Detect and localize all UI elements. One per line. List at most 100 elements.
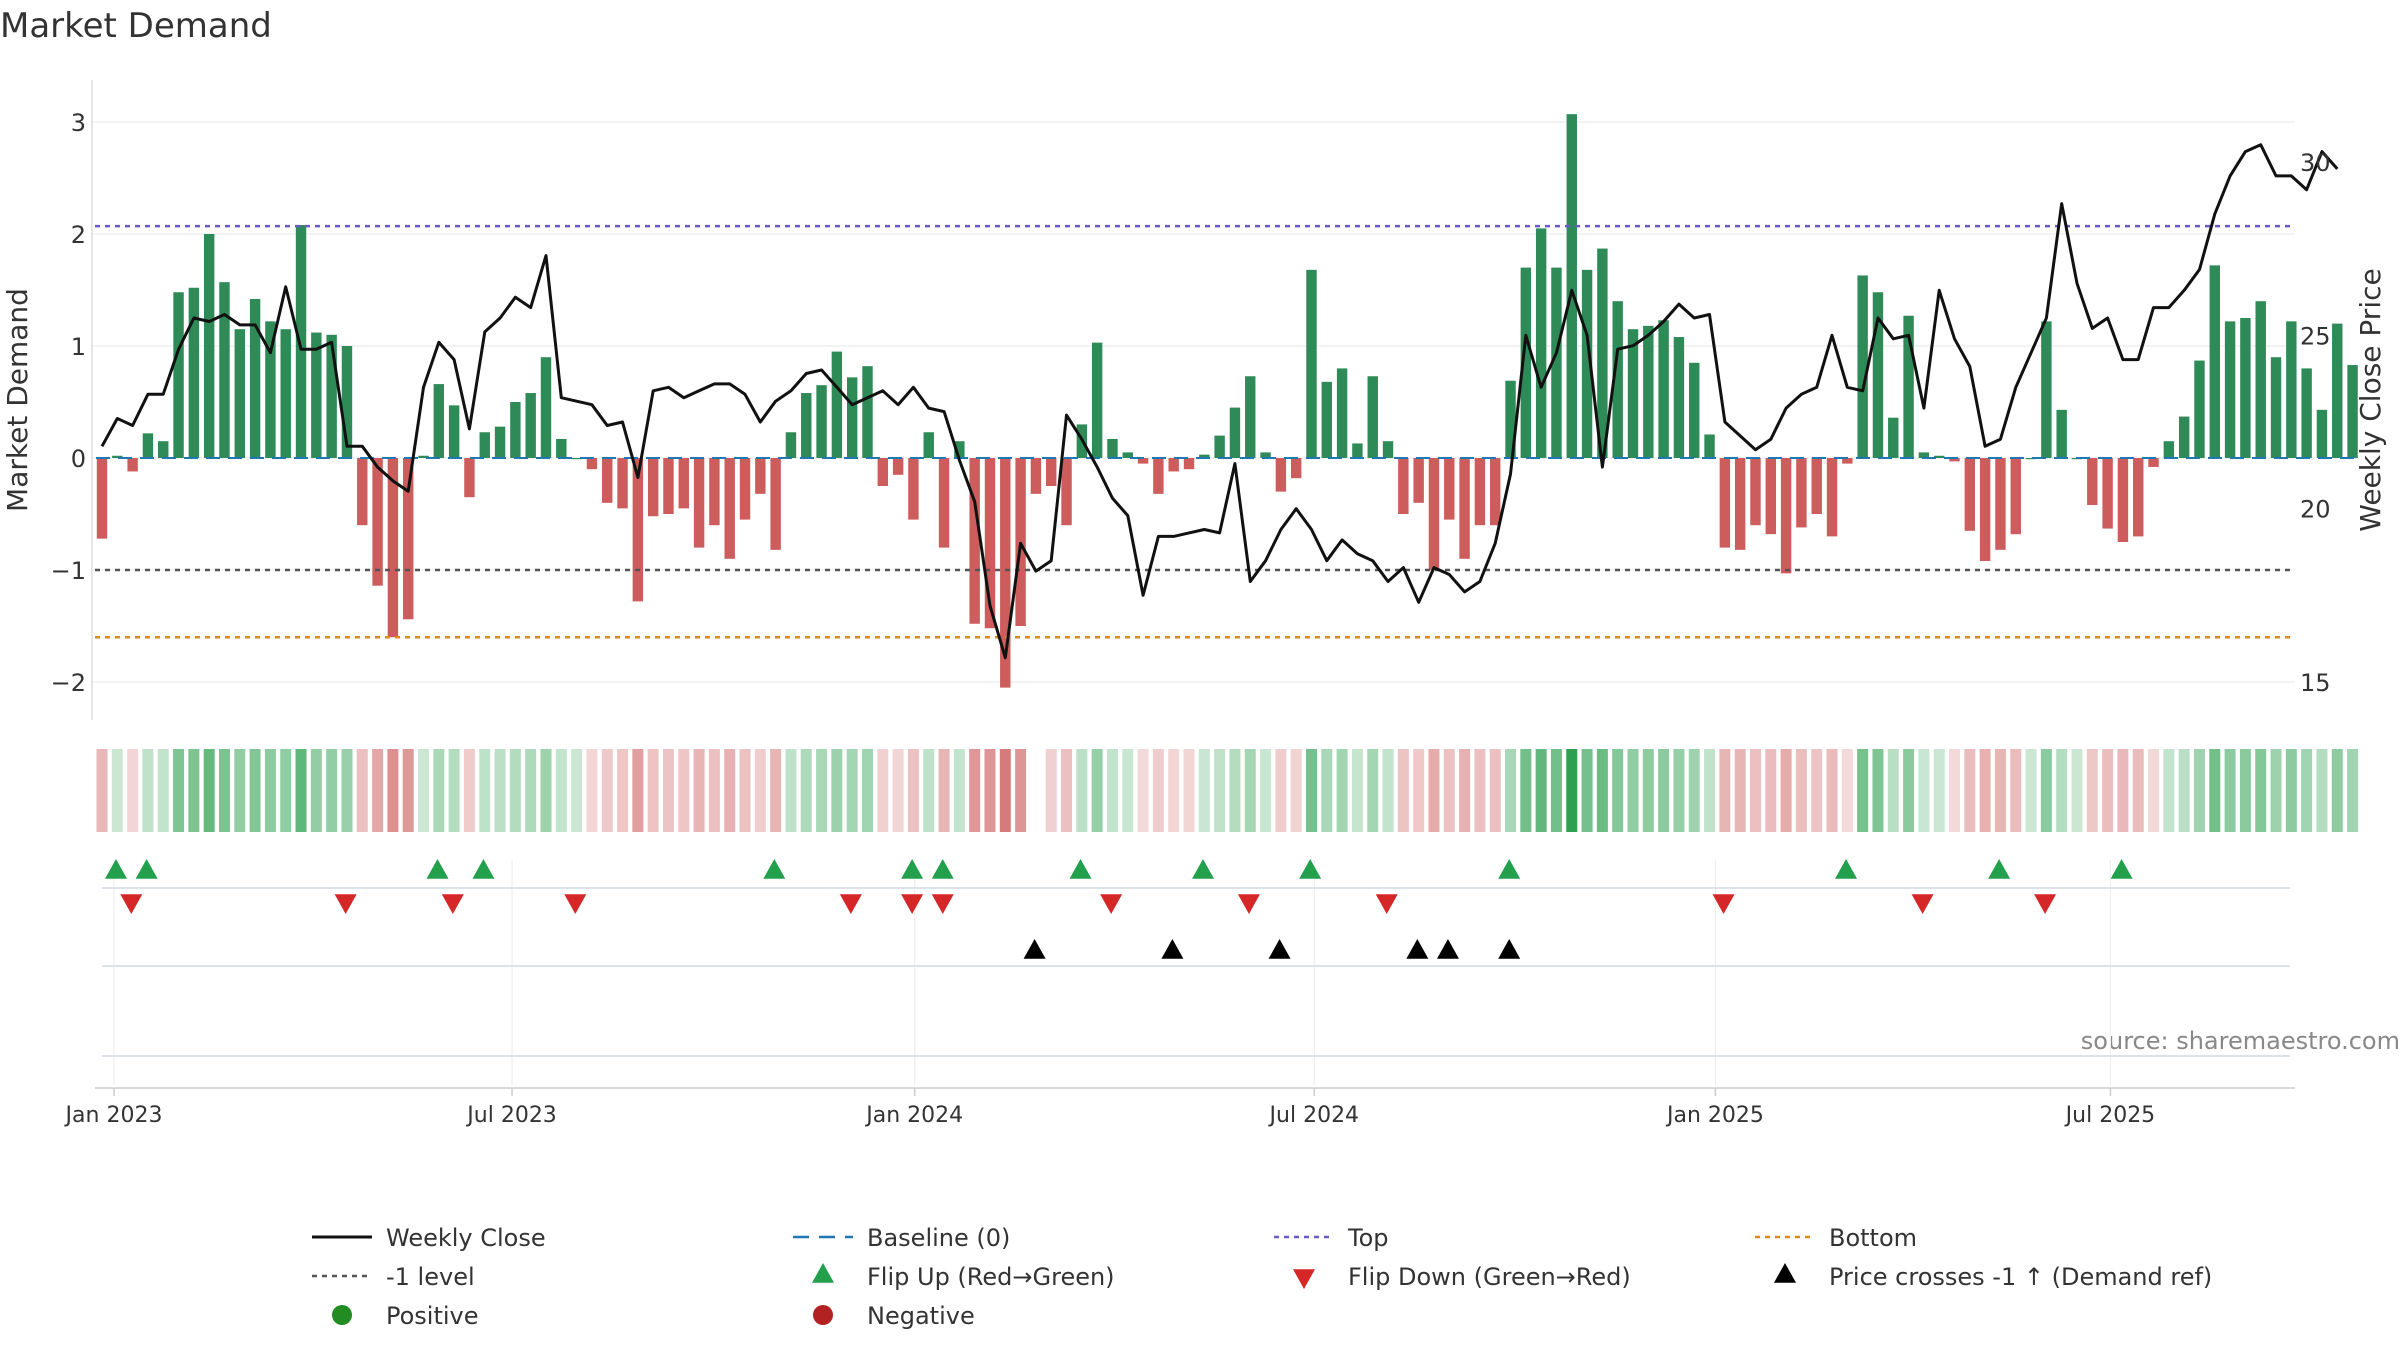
- flip-up-marker: [901, 859, 924, 879]
- heat-cell: [1673, 749, 1685, 832]
- heat-cell: [632, 749, 644, 832]
- heat-cell: [800, 749, 812, 832]
- demand-bar: [770, 458, 781, 550]
- flip-up-marker: [1069, 859, 1092, 879]
- flip-up-marker: [1498, 859, 1521, 879]
- legend-label: Negative: [867, 1302, 975, 1330]
- flip-up-marker: [2110, 859, 2133, 879]
- demand-bar: [540, 357, 552, 458]
- heat-cell: [218, 749, 230, 832]
- heat-cell: [1550, 749, 1562, 832]
- demand-bar: [1566, 114, 1577, 458]
- heat-cell: [1428, 749, 1440, 832]
- price-layer: [100, 143, 2339, 660]
- demand-bar: [112, 455, 123, 458]
- heat-cell: [2132, 749, 2144, 832]
- demand-bar: [709, 458, 720, 526]
- heat-cell: [402, 749, 414, 832]
- demand-bar: [1949, 458, 1960, 462]
- demand-bar: [862, 366, 873, 458]
- legend-label: Baseline (0): [867, 1224, 1010, 1252]
- price-cross-marker: [1406, 939, 1429, 959]
- demand-bar: [1796, 458, 1807, 528]
- demand-bar: [249, 298, 261, 458]
- heat-cell: [1152, 749, 1164, 832]
- demand-bar: [1137, 458, 1149, 464]
- heat-cell: [525, 749, 537, 832]
- demand-bar: [1918, 452, 1930, 458]
- heat-cell: [1397, 749, 1409, 832]
- demand-bar: [525, 393, 536, 458]
- heat-cell: [1765, 749, 1777, 832]
- heat-cell: [724, 749, 736, 832]
- heat-cell: [1382, 749, 1394, 832]
- demand-bar: [755, 458, 766, 494]
- demand-bar: [1367, 376, 1378, 458]
- heat-cell: [1413, 749, 1425, 832]
- demand-bar: [1398, 458, 1409, 514]
- heat-cell: [2347, 749, 2359, 832]
- heat-cell: [1566, 749, 1578, 832]
- legend-item-positive: Positive: [332, 1302, 479, 1330]
- demand-bar: [1673, 337, 1685, 458]
- heat-cell: [1872, 749, 1884, 832]
- price-cross-marker: [1023, 939, 1046, 959]
- heat-cell: [571, 749, 583, 832]
- demand-bar: [1826, 458, 1838, 537]
- left-axis-label: Market Demand: [1, 288, 34, 512]
- demand-bar: [1581, 269, 1593, 458]
- heat-cell: [1520, 749, 1532, 832]
- legend-label: Top: [1347, 1224, 1389, 1252]
- legend-item-baseline: Baseline (0): [793, 1224, 1010, 1252]
- demand-bar: [173, 292, 184, 458]
- demand-bar: [494, 426, 506, 458]
- weekly-close-line: [100, 143, 2339, 660]
- demand-bar: [938, 458, 950, 548]
- heat-cell: [1734, 749, 1746, 832]
- heat-cell: [647, 749, 659, 832]
- demand-bar: [1719, 458, 1731, 548]
- x-tick-label: Jul 2025: [2064, 1103, 2156, 1128]
- heat-cell: [1811, 749, 1823, 832]
- heat-cell: [1933, 749, 1945, 832]
- heat-cell: [418, 749, 430, 832]
- demand-bar: [402, 458, 414, 620]
- heat-cell: [754, 749, 766, 832]
- heat-cell: [678, 749, 690, 832]
- heat-cell: [1688, 749, 1700, 832]
- heat-cell: [1198, 749, 1210, 832]
- heat-cell: [739, 749, 751, 832]
- demand-bar: [2178, 416, 2190, 458]
- heat-cell: [999, 749, 1011, 832]
- heat-cell: [708, 749, 720, 832]
- right-tick-label: 25: [2300, 322, 2331, 350]
- heat-cell: [1106, 749, 1118, 832]
- legend-item-negative: Negative: [813, 1302, 975, 1330]
- signal-markers: [95, 859, 2295, 1089]
- heat-cell: [2239, 749, 2251, 832]
- demand-bar: [1903, 315, 1914, 458]
- heat-cell: [1305, 749, 1317, 832]
- demand-bar: [831, 351, 843, 458]
- heat-cell: [2178, 749, 2190, 832]
- demand-bar: [1995, 458, 2006, 550]
- demand-bar: [2163, 441, 2175, 458]
- demand-bar: [1551, 267, 1562, 458]
- demand-bar: [2255, 301, 2266, 458]
- heat-cell: [1581, 749, 1593, 832]
- heat-cell: [816, 749, 828, 832]
- heat-cell: [1474, 749, 1486, 832]
- heat-cell: [785, 749, 797, 832]
- demand-bar: [464, 458, 475, 498]
- demand-bar: [1153, 458, 1164, 494]
- legend-label: Weekly Close: [386, 1224, 546, 1252]
- heat-cell: [540, 749, 552, 832]
- heat-cell: [2331, 749, 2343, 832]
- heat-cell: [862, 749, 873, 832]
- source-label: source: sharemaestro.com: [2081, 1027, 2400, 1055]
- right-tick-label: 20: [2300, 496, 2331, 524]
- demand-bar: [1857, 275, 1868, 458]
- heat-cell: [127, 749, 139, 832]
- demand-bar: [2148, 458, 2159, 467]
- demand-bar: [1658, 320, 1669, 458]
